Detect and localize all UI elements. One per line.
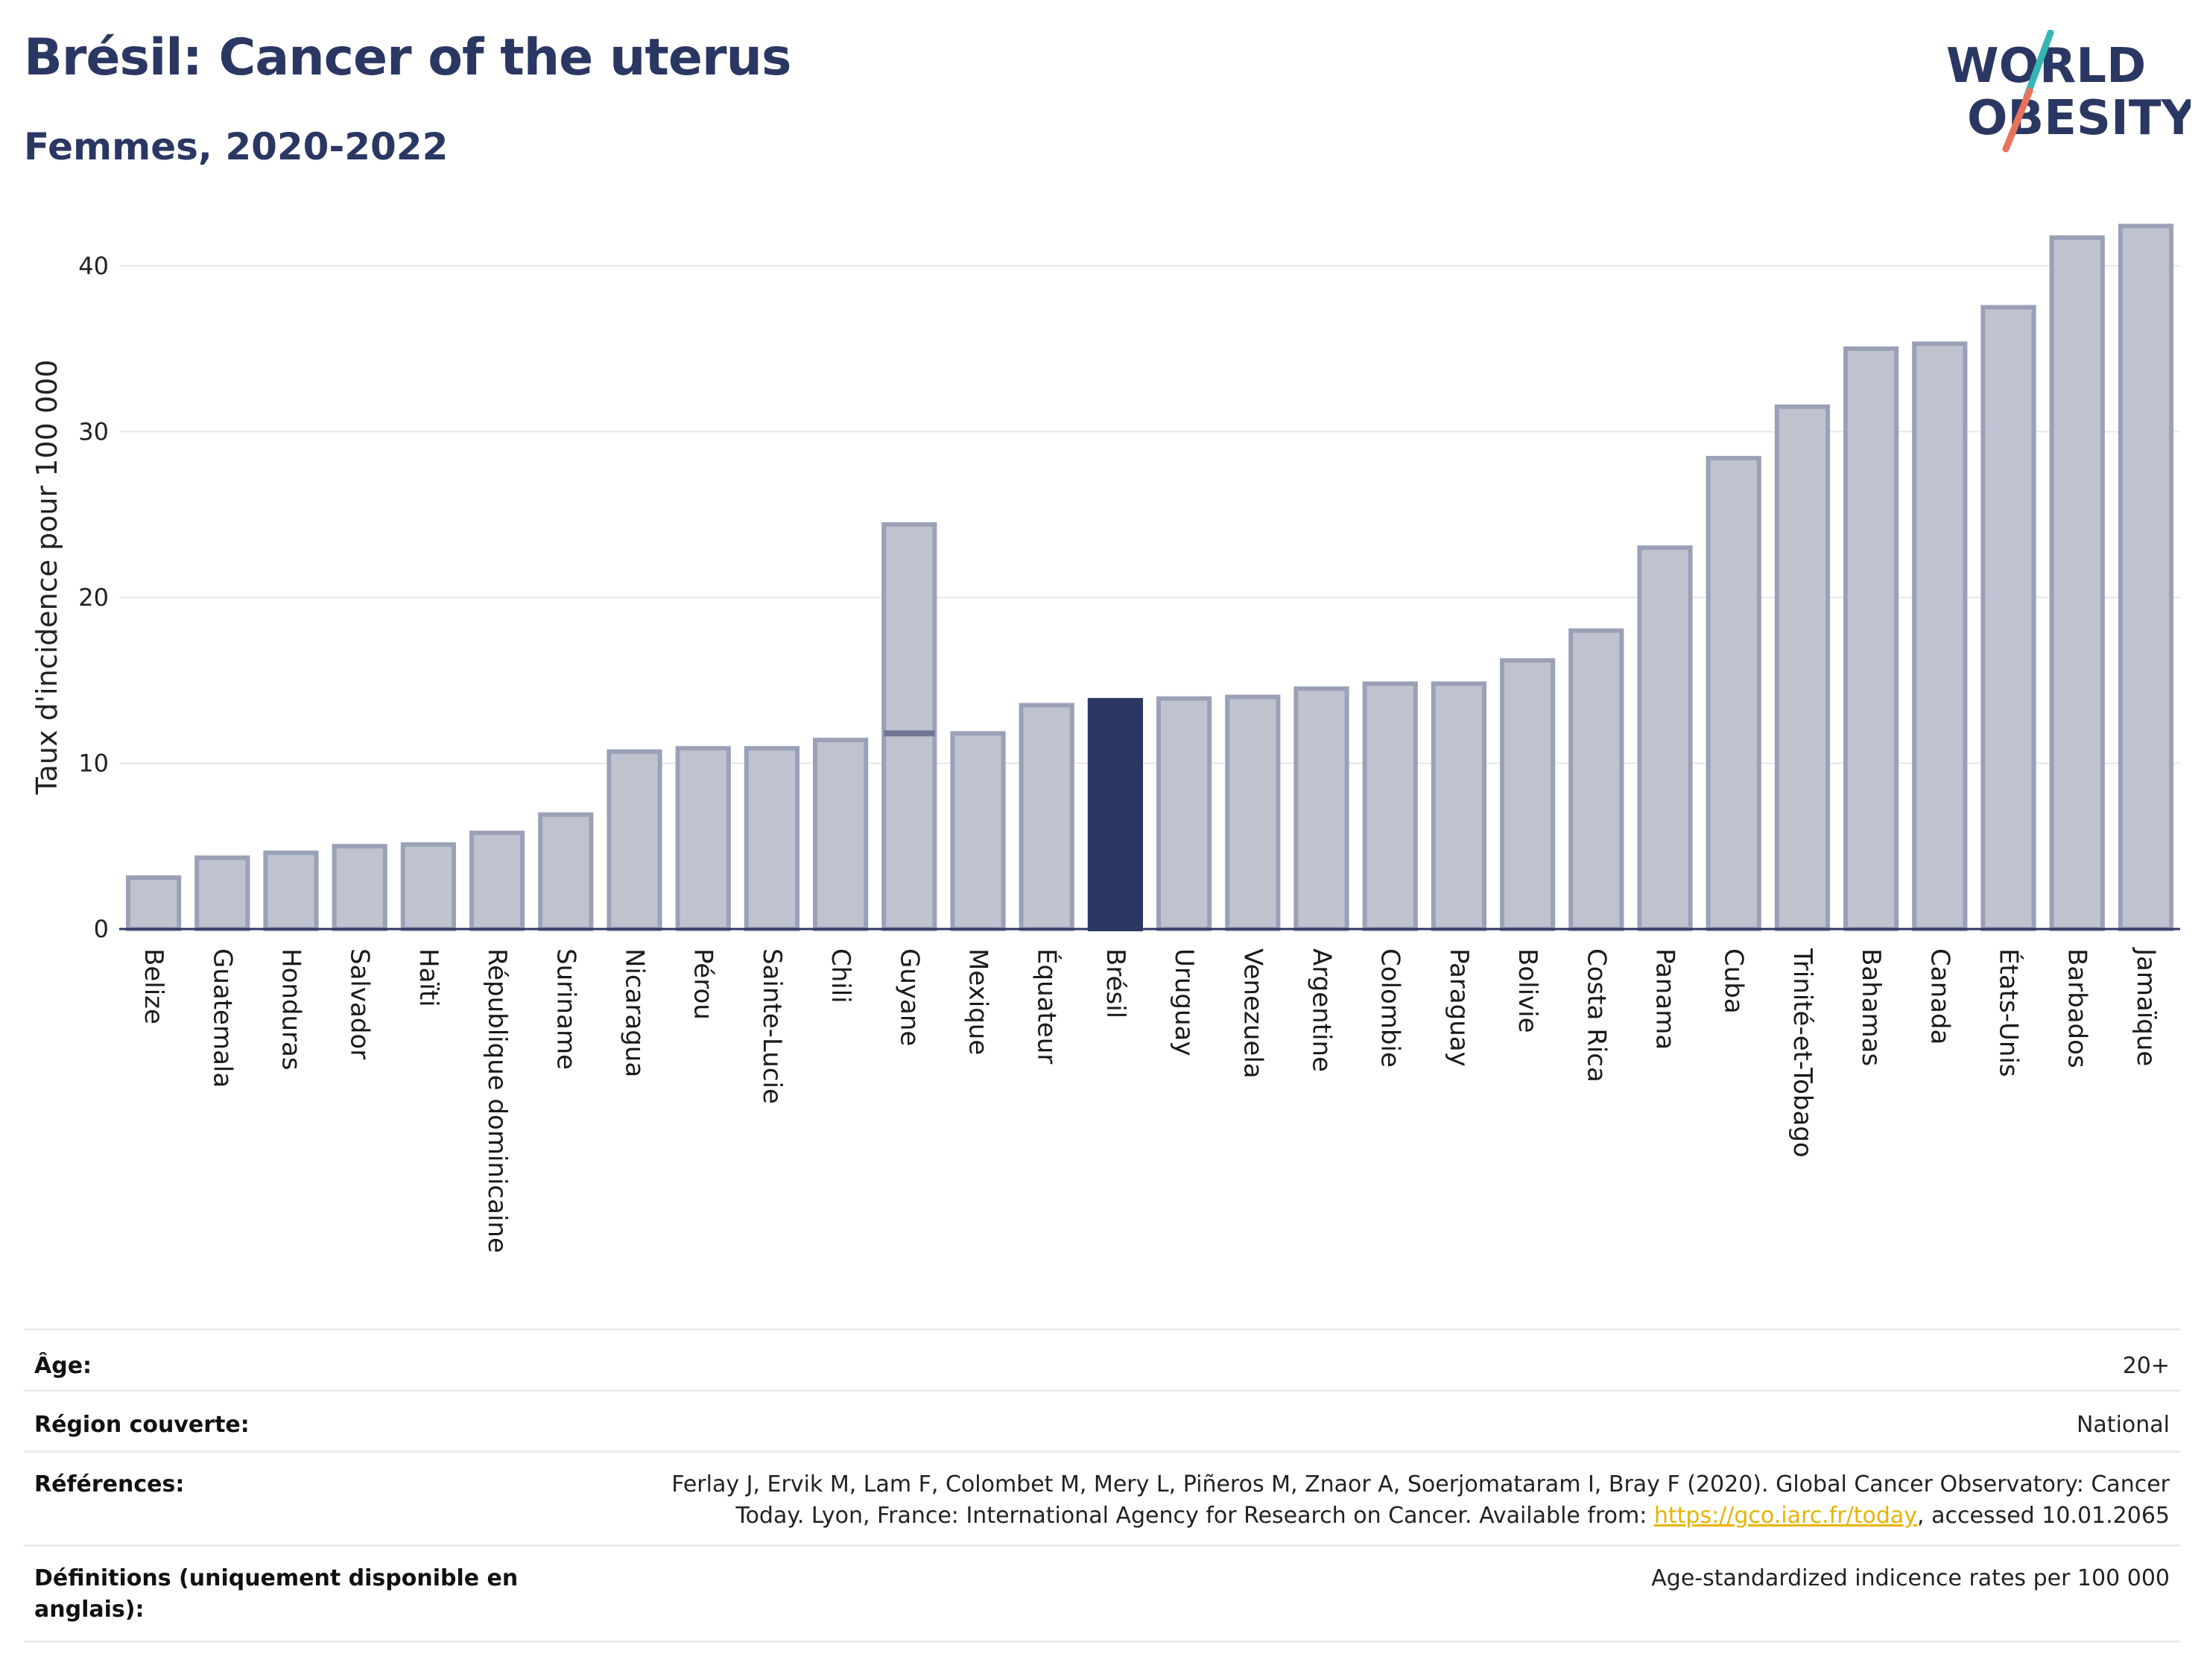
bar	[744, 746, 800, 931]
x-tick-label: Venezuela	[1238, 948, 1267, 1079]
references-link[interactable]: https://gco.iarc.fr/today	[1653, 1503, 1918, 1529]
x-tick-label: Colombie	[1375, 948, 1405, 1068]
x-tick-label: Honduras	[276, 948, 306, 1071]
info-label-age: Âge:	[34, 1353, 92, 1379]
y-tick-label: 40	[78, 252, 109, 280]
definitions-label-line-2: anglais):	[34, 1597, 145, 1623]
logo-slash-teal	[2023, 30, 2054, 101]
x-tick-label: États-Unis	[1994, 948, 2024, 1077]
x-tick-label: Bolivie	[1513, 948, 1542, 1033]
y-tick-label: 30	[78, 417, 109, 446]
bar	[1706, 455, 1761, 931]
y-axis-label: Taux d'incidence pour 100 000	[31, 360, 63, 796]
x-tick-label: Barbados	[2062, 948, 2092, 1068]
x-tick-label: Brésil	[1101, 948, 1130, 1018]
references-line-1: Ferlay J, Ervik M, Lam F, Colombet M, Me…	[671, 1471, 2170, 1497]
info-value-references: Ferlay J, Ervik M, Lam F, Colombet M, Me…	[671, 1469, 2170, 1532]
info-row-definitions: Définitions (uniquement disponible en an…	[24, 1544, 2180, 1643]
y-tick-label: 10	[78, 749, 109, 777]
bar	[607, 749, 662, 931]
x-tick-label: Sainte-Lucie	[757, 948, 787, 1104]
y-tick-label: 20	[78, 583, 109, 612]
info-value-region: National	[2076, 1412, 2170, 1438]
bar	[812, 738, 869, 931]
x-tick-label: Nicaragua	[620, 948, 650, 1077]
bar	[1156, 696, 1212, 931]
bar	[881, 522, 937, 931]
references-line-2: Today. Lyon, France: International Agenc…	[671, 1500, 2170, 1532]
x-tick-label: Équateur	[1032, 948, 1063, 1064]
info-label-region: Région couverte:	[34, 1412, 250, 1438]
info-label-references: Références:	[34, 1471, 185, 1497]
bar	[1019, 703, 1074, 931]
y-tick-label: 0	[94, 915, 109, 943]
bar	[400, 842, 457, 932]
page-title: Brésil: Cancer of the uterus	[24, 28, 791, 87]
bar	[1431, 681, 1487, 931]
bar	[1087, 697, 1144, 931]
info-row-region: Région couverte: National	[24, 1389, 2180, 1453]
x-tick-label: Pérou	[688, 948, 718, 1020]
x-tick-label: Trinité-et-Tobago	[1787, 948, 1817, 1158]
x-tick-label: Jamaïque	[2131, 947, 2161, 1066]
bar	[1568, 628, 1624, 931]
references-line-2-text: Today. Lyon, France: International Agenc…	[735, 1503, 1654, 1529]
bar	[1774, 404, 1831, 931]
info-label-definitions: Définitions (uniquement disponible en an…	[34, 1563, 518, 1626]
x-tick-label: Paraguay	[1444, 948, 1474, 1067]
x-tick-label: Guyane	[894, 948, 924, 1046]
page-subtitle: Femmes, 2020-2022	[24, 125, 449, 168]
world-obesity-logo: WORLD OBESITY	[1946, 30, 2191, 153]
info-value-age: 20+	[2122, 1353, 2170, 1379]
x-tick-label: Salvador	[345, 948, 375, 1059]
x-tick-label: Guatemala	[207, 948, 237, 1088]
bar-chart: 0 10 20 30 40 Taux d'incidence pour 100 000 Be…	[31, 224, 2180, 1253]
x-tick-label: Suriname	[551, 948, 580, 1070]
x-tick-label: Chili	[826, 948, 855, 1004]
bar	[1293, 686, 1349, 931]
bar	[125, 875, 182, 931]
info-table: Âge: 20+ Région couverte: National Référ…	[24, 1328, 2180, 1643]
x-tick-label: République dominicaine	[482, 948, 512, 1253]
info-value-definitions: Age-standardized indicence rates per 100…	[1651, 1565, 2170, 1591]
bar	[538, 812, 594, 932]
bar	[1225, 694, 1281, 931]
x-tick-label: Cuba	[1719, 948, 1749, 1014]
x-tick-label: Belize	[139, 948, 168, 1024]
logo-text-obesity: OBESITY	[1967, 91, 2191, 146]
bar	[332, 843, 387, 932]
bar	[950, 731, 1006, 931]
references-line-2-end: , accessed 10.01.2065	[1917, 1503, 2170, 1529]
bar	[1912, 341, 1968, 932]
x-tick-label: Bahamas	[1856, 948, 1886, 1066]
definitions-label-line-1: Définitions (uniquement disponible en	[34, 1565, 519, 1591]
info-row-references: Références: Ferlay J, Ervik M, Lam F, Co…	[24, 1451, 2180, 1547]
bar	[1843, 346, 1899, 931]
x-tick-label: Costa Rica	[1581, 948, 1611, 1083]
bar	[2049, 235, 2105, 931]
x-tick-label: Mexique	[963, 948, 993, 1055]
bar	[1362, 681, 1418, 931]
bar	[1637, 545, 1693, 931]
x-tick-label: Argentine	[1307, 948, 1337, 1072]
bar	[469, 830, 525, 931]
bar	[675, 746, 731, 931]
x-tick-label: Uruguay	[1169, 948, 1199, 1056]
bar	[2118, 224, 2174, 931]
bar	[263, 850, 319, 932]
logo-slash-coral	[2002, 87, 2033, 153]
bar	[194, 855, 250, 932]
bar	[1980, 305, 2036, 931]
x-tick-label: Haïti	[414, 948, 443, 1007]
x-tick-label: Canada	[1925, 948, 1954, 1045]
bar	[1499, 658, 1556, 931]
info-row-age: Âge: 20+	[24, 1328, 2180, 1392]
x-tick-label: Panama	[1650, 948, 1680, 1050]
